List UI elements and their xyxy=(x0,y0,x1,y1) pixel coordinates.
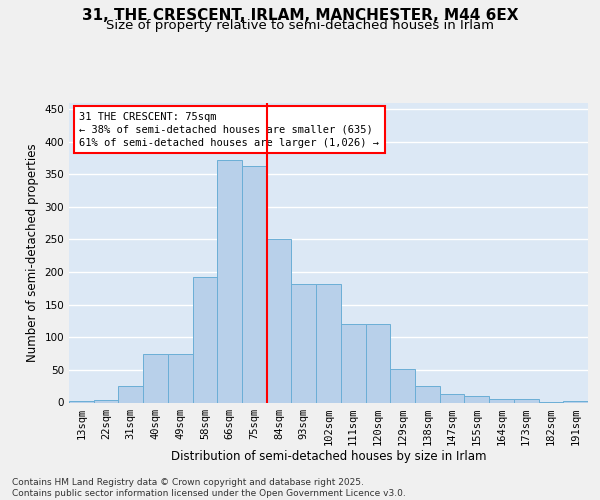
Bar xyxy=(69,401,94,402)
Bar xyxy=(292,284,316,403)
Bar xyxy=(118,386,143,402)
Bar xyxy=(267,240,292,402)
Bar xyxy=(316,284,341,403)
Text: Contains HM Land Registry data © Crown copyright and database right 2025.
Contai: Contains HM Land Registry data © Crown c… xyxy=(12,478,406,498)
Bar xyxy=(242,166,267,402)
X-axis label: Distribution of semi-detached houses by size in Irlam: Distribution of semi-detached houses by … xyxy=(171,450,486,464)
Text: 31 THE CRESCENT: 75sqm
← 38% of semi-detached houses are smaller (635)
61% of se: 31 THE CRESCENT: 75sqm ← 38% of semi-det… xyxy=(79,112,379,148)
Bar xyxy=(415,386,440,402)
Bar xyxy=(489,399,514,402)
Text: Size of property relative to semi-detached houses in Irlam: Size of property relative to semi-detach… xyxy=(106,19,494,32)
Bar xyxy=(563,400,588,402)
Bar xyxy=(193,276,217,402)
Y-axis label: Number of semi-detached properties: Number of semi-detached properties xyxy=(26,143,39,362)
Bar xyxy=(390,368,415,402)
Bar xyxy=(341,324,365,402)
Bar xyxy=(440,394,464,402)
Bar xyxy=(168,354,193,403)
Bar xyxy=(94,400,118,402)
Text: 31, THE CRESCENT, IRLAM, MANCHESTER, M44 6EX: 31, THE CRESCENT, IRLAM, MANCHESTER, M44… xyxy=(82,8,518,22)
Bar xyxy=(143,354,168,403)
Bar xyxy=(514,399,539,402)
Bar xyxy=(464,396,489,402)
Bar xyxy=(217,160,242,402)
Bar xyxy=(365,324,390,402)
